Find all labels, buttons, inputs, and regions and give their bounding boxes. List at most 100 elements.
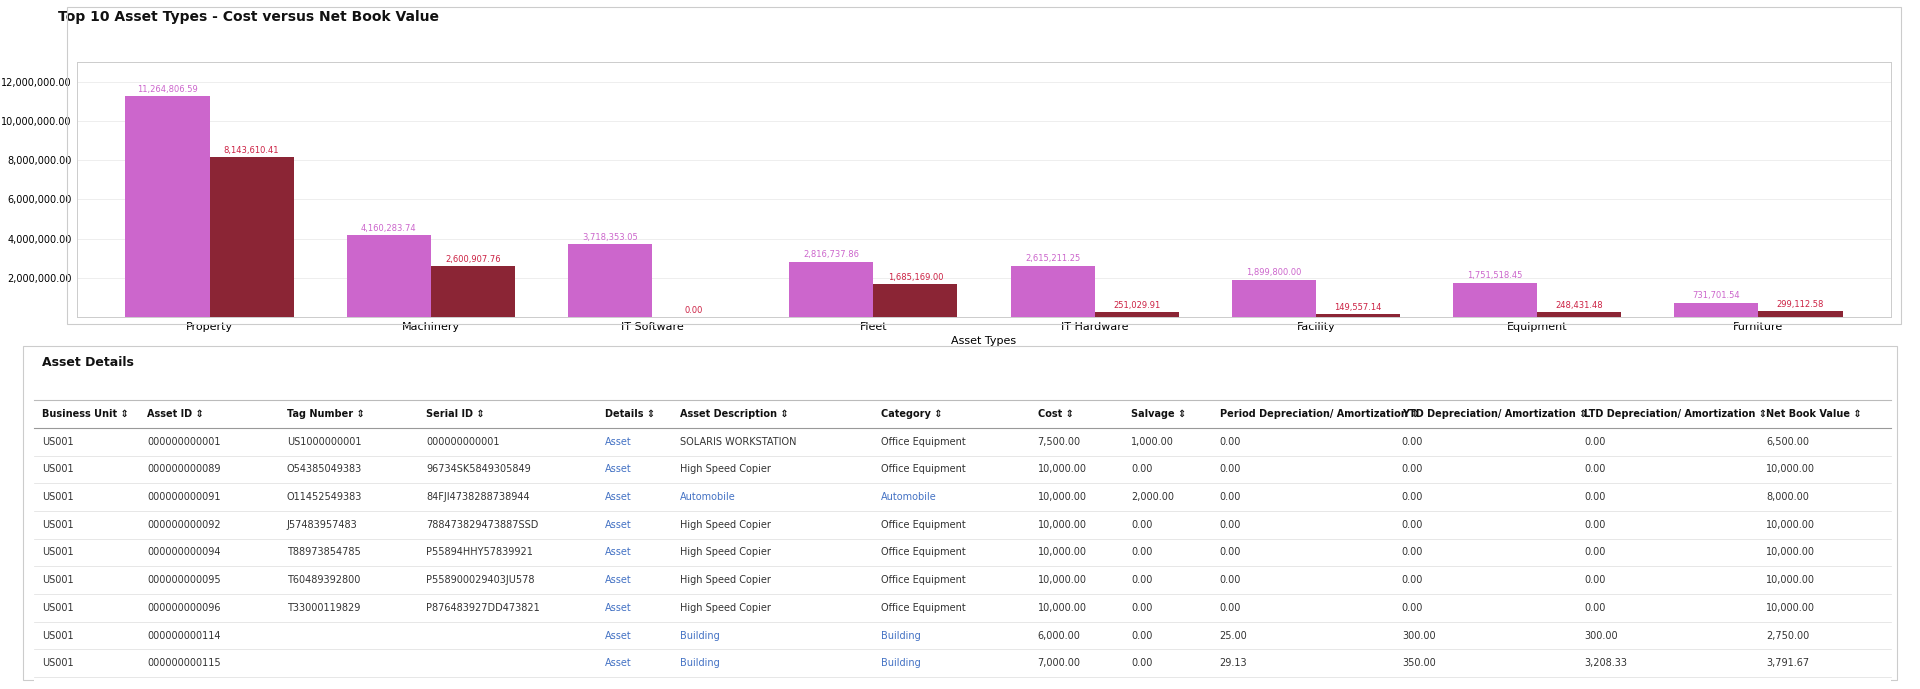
Text: Office Equipment: Office Equipment [881,575,966,585]
Text: 3,718,353.05: 3,718,353.05 [582,233,637,242]
Text: 000000000092: 000000000092 [148,520,221,530]
Bar [35,539,1891,566]
Text: 251,029.91: 251,029.91 [1114,300,1160,309]
Text: Office Equipment: Office Equipment [881,603,966,613]
Text: US001: US001 [42,630,73,641]
Text: Office Equipment: Office Equipment [881,464,966,475]
Text: Office Equipment: Office Equipment [881,520,966,530]
Text: 10,000.00: 10,000.00 [1766,548,1814,557]
Bar [35,594,1891,621]
Text: Asset Description ⇕: Asset Description ⇕ [680,409,789,419]
Text: 0.00: 0.00 [1402,548,1423,557]
Bar [568,244,653,317]
Text: 8,000.00: 8,000.00 [1766,492,1809,502]
Text: 0.00: 0.00 [1131,464,1152,475]
Text: Category ⇕: Category ⇕ [881,409,943,419]
Text: 299,112.58: 299,112.58 [1776,300,1824,309]
Text: Asset: Asset [605,548,632,557]
Text: P558900029403JU578: P558900029403JU578 [426,575,536,585]
Text: 10,000.00: 10,000.00 [1037,492,1087,502]
Text: Asset: Asset [605,603,632,613]
Text: Building: Building [881,630,922,641]
Text: 0.00: 0.00 [1584,492,1605,502]
Text: 7,500.00: 7,500.00 [1037,437,1081,446]
Text: 11,264,806.59: 11,264,806.59 [136,85,198,94]
Text: 0.00: 0.00 [1219,464,1240,475]
Text: P55894HHY57839921: P55894HHY57839921 [426,548,534,557]
Text: 6,500.00: 6,500.00 [1766,437,1809,446]
Bar [35,677,1891,689]
Text: 0.00: 0.00 [1584,520,1605,530]
Bar [125,96,209,317]
Text: 0.00: 0.00 [1131,520,1152,530]
Text: J57483957483: J57483957483 [286,520,357,530]
Text: O54385049383: O54385049383 [286,464,363,475]
Text: Asset ID ⇕: Asset ID ⇕ [148,409,204,419]
Text: 0.00: 0.00 [1131,603,1152,613]
Bar [1094,312,1179,317]
Text: Details ⇕: Details ⇕ [605,409,655,419]
Bar [35,511,1891,539]
Text: 10,000.00: 10,000.00 [1037,464,1087,475]
Text: 0.00: 0.00 [1584,548,1605,557]
Text: 0.00: 0.00 [1584,575,1605,585]
Text: High Speed Copier: High Speed Copier [680,464,772,475]
Text: 000000000094: 000000000094 [148,548,221,557]
Text: 0.00: 0.00 [1402,575,1423,585]
Text: 0.00: 0.00 [1402,603,1423,613]
Text: Asset: Asset [605,464,632,475]
Text: 1,899,800.00: 1,899,800.00 [1246,268,1302,278]
Text: 000000000001: 000000000001 [426,437,499,446]
Text: T33000119829: T33000119829 [286,603,361,613]
Bar [874,284,958,317]
Text: Automobile: Automobile [881,492,937,502]
Bar [1010,266,1094,317]
Text: 84FJI4738288738944: 84FJI4738288738944 [426,492,530,502]
Text: 0.00: 0.00 [1402,520,1423,530]
Text: 29.13: 29.13 [1219,658,1248,668]
Text: 0.00: 0.00 [1131,686,1152,689]
Text: T88973854785: T88973854785 [286,548,361,557]
Text: Salvage ⇕: Salvage ⇕ [1131,409,1187,419]
Bar [789,262,874,317]
Text: US001: US001 [42,464,73,475]
Text: Building: Building [680,686,720,689]
Text: 0.00: 0.00 [1402,492,1423,502]
Text: Top 10 Asset Types - Cost versus Net Book Value: Top 10 Asset Types - Cost versus Net Boo… [58,10,438,24]
Text: US001: US001 [42,437,73,446]
Bar [1759,311,1843,317]
Text: 350.00: 350.00 [1402,658,1436,668]
Text: Asset: Asset [605,492,632,502]
X-axis label: Asset Types: Asset Types [952,336,1016,346]
Text: US001: US001 [42,686,73,689]
Text: 0.00: 0.00 [1219,548,1240,557]
Text: 0.00: 0.00 [1131,575,1152,585]
Text: Business Unit ⇕: Business Unit ⇕ [42,409,129,419]
Text: 7,000.00: 7,000.00 [1037,658,1081,668]
Text: 0.00: 0.00 [1219,437,1240,446]
Text: 000000000089: 000000000089 [148,464,221,475]
Bar [430,266,515,317]
Text: Asset: Asset [605,686,632,689]
Text: 10,000.00: 10,000.00 [1766,603,1814,613]
Text: YTD Depreciation/ Amortization ⇕: YTD Depreciation/ Amortization ⇕ [1402,409,1588,419]
Text: LTD Depreciation/ Amortization ⇕: LTD Depreciation/ Amortization ⇕ [1584,409,1766,419]
Text: 300.00: 300.00 [1402,630,1436,641]
Text: 1,751,518.45: 1,751,518.45 [1467,271,1523,280]
Bar [35,455,1891,483]
Text: 10,000.00: 10,000.00 [1766,575,1814,585]
Text: High Speed Copier: High Speed Copier [680,575,772,585]
Text: P876483927DD473821: P876483927DD473821 [426,603,540,613]
Text: 731,701.54: 731,701.54 [1693,291,1740,300]
Text: 300.00: 300.00 [1584,630,1619,641]
Bar [348,236,430,317]
Text: 0.00: 0.00 [1402,464,1423,475]
Bar [35,400,1891,428]
Text: 000000000001: 000000000001 [148,437,221,446]
Text: Asset: Asset [605,630,632,641]
Text: 10,000.00: 10,000.00 [1766,520,1814,530]
Text: 335.00: 335.00 [1402,686,1436,689]
Text: 0.00: 0.00 [1219,492,1240,502]
Text: 0.00: 0.00 [1584,603,1605,613]
Bar [1453,282,1538,317]
